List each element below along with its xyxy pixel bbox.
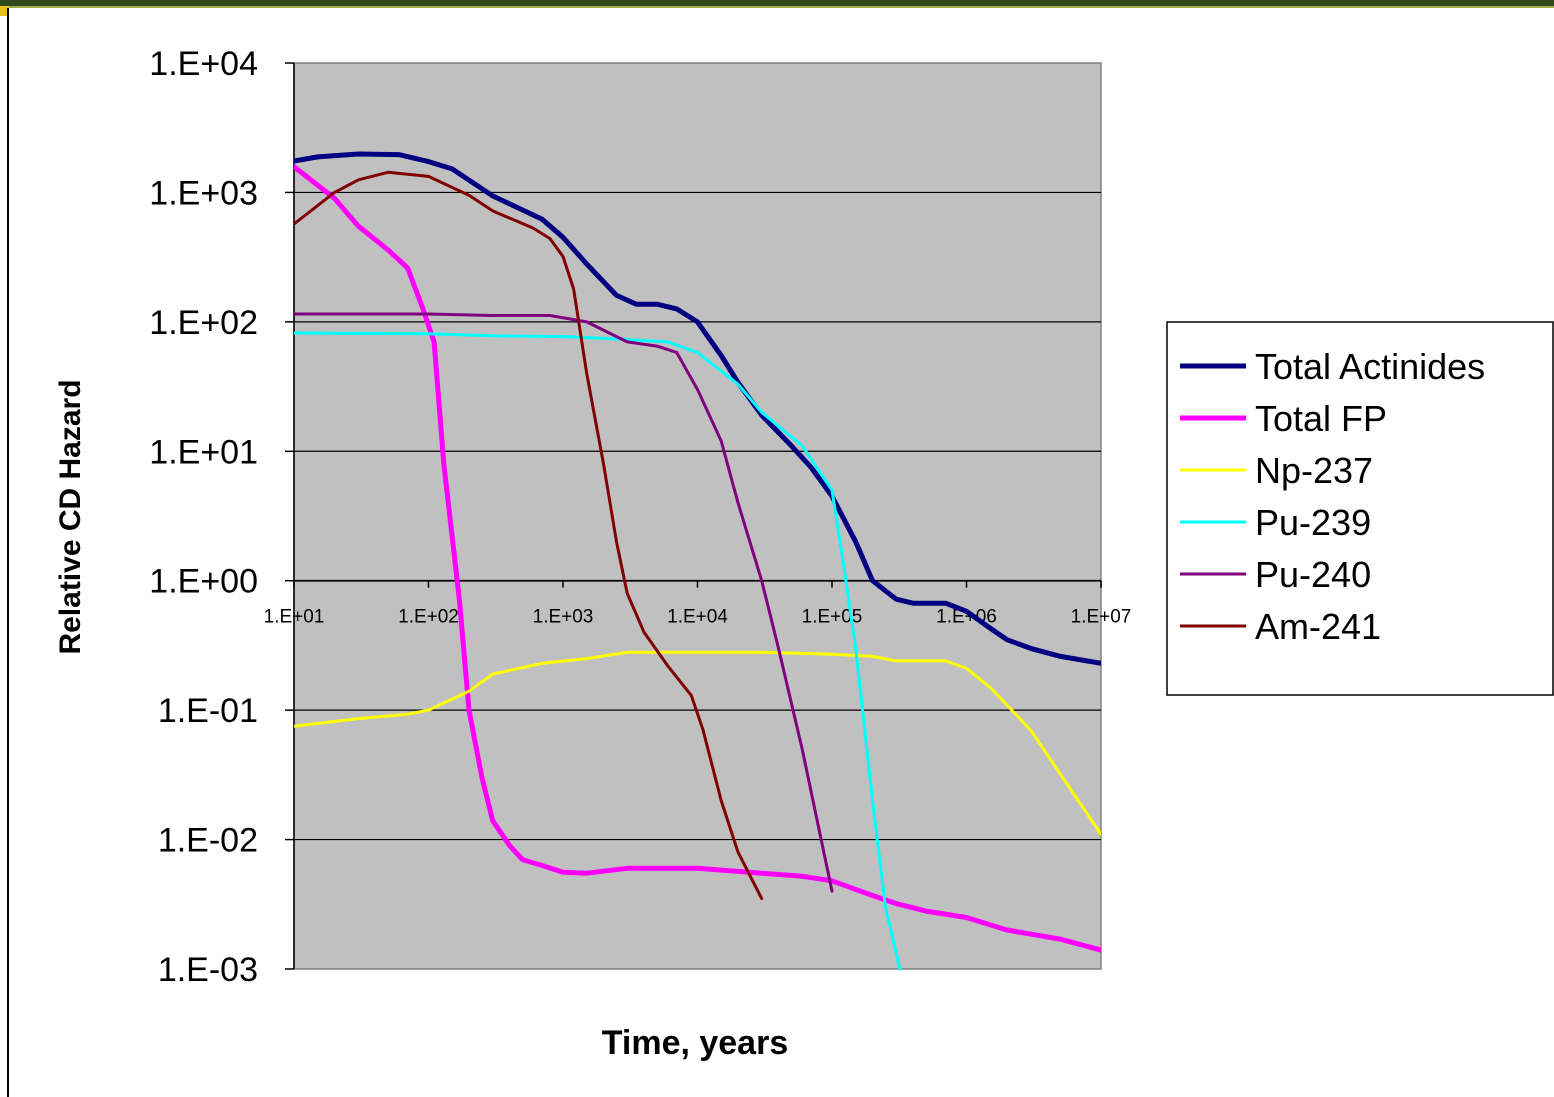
y-tick-label: 1.E-02 xyxy=(158,822,258,860)
y-tick-label: 1.E-03 xyxy=(158,951,258,989)
y-tick-label: 1.E+02 xyxy=(149,304,258,342)
slide-top-accent xyxy=(0,6,1554,8)
legend-label: Total Actinides xyxy=(1255,346,1485,387)
series-line-2 xyxy=(294,650,1101,836)
series-line-4 xyxy=(294,312,834,893)
y-tick-label: 1.E+00 xyxy=(149,563,258,601)
series-line-0 xyxy=(294,151,1101,666)
series-line-1 xyxy=(294,164,1101,953)
y-tick-label: 1.E+04 xyxy=(149,45,258,83)
y-tick-label: 1.E+01 xyxy=(149,433,258,471)
x-tick-label: 1.E+03 xyxy=(533,607,594,628)
x-tick-label: 1.E+05 xyxy=(802,607,863,628)
series-lines xyxy=(294,151,1101,971)
series-line-5 xyxy=(294,170,764,901)
slide-left-rule xyxy=(7,8,9,1097)
slide-corner-mark xyxy=(0,6,9,16)
x-tick-label: 1.E+02 xyxy=(398,607,459,628)
y-axis: 1.E+04 1.E+03 1.E+02 1.E+01 1.E+00 1.E-01 1.E-… xyxy=(149,45,295,989)
y-axis-title: Relative CD Hazard xyxy=(54,379,87,654)
y-tick-label: 1.E+03 xyxy=(149,174,258,212)
slide-top-bar xyxy=(0,0,1554,6)
x-axis: 1.E+01 1.E+02 1.E+03 1.E+04 1.E+05 1.E+06 1.E+… xyxy=(264,579,1132,628)
x-tick-label: 1.E+07 xyxy=(1071,607,1132,628)
legend-label: Np-237 xyxy=(1255,450,1373,491)
x-axis-title: Time, years xyxy=(602,1024,789,1062)
legend-label: Total FP xyxy=(1255,398,1387,439)
x-tick-label: 1.E+01 xyxy=(264,607,325,628)
plot-area xyxy=(293,62,1102,970)
legend-label: Pu-240 xyxy=(1255,554,1371,595)
legend-box xyxy=(1166,321,1554,696)
legend-label: Am-241 xyxy=(1255,606,1381,647)
y-tick-label: 1.E-01 xyxy=(158,692,258,730)
series-line-3 xyxy=(294,331,902,971)
x-tick-label: 1.E+04 xyxy=(667,607,728,628)
legend: Total Actinides Total FP Np-237 Pu-239 Pu-24… xyxy=(1166,321,1554,696)
legend-label: Pu-239 xyxy=(1255,502,1371,543)
